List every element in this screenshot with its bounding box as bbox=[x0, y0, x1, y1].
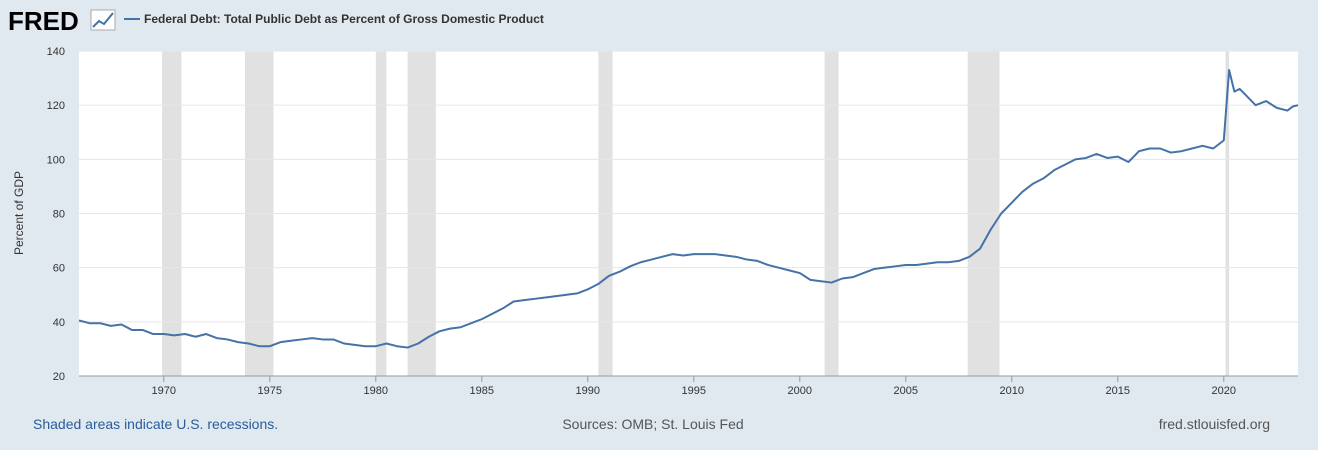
footer-site[interactable]: fred.stlouisfed.org bbox=[1159, 416, 1270, 432]
y-tick-label: 140 bbox=[47, 46, 65, 58]
x-tick-label: 1980 bbox=[364, 385, 388, 397]
y-tick-label: 60 bbox=[53, 263, 65, 275]
x-tick-label: 2010 bbox=[1000, 385, 1024, 397]
x-tick-label: 1990 bbox=[576, 385, 600, 397]
x-tick-label: 1970 bbox=[152, 385, 176, 397]
footer-sources: Sources: OMB; St. Louis Fed bbox=[562, 416, 743, 432]
legend-label: Federal Debt: Total Public Debt as Perce… bbox=[144, 12, 544, 26]
footer-note[interactable]: Shaded areas indicate U.S. recessions. bbox=[33, 416, 278, 432]
x-tick-label: 2005 bbox=[894, 385, 918, 397]
y-axis-label: Percent of GDP bbox=[12, 171, 26, 255]
y-tick-label: 100 bbox=[47, 154, 65, 166]
y-tick-label: 120 bbox=[47, 100, 65, 112]
x-tick-label: 1985 bbox=[470, 385, 494, 397]
x-tick-label: 1975 bbox=[258, 385, 282, 397]
y-tick-label: 40 bbox=[53, 317, 65, 329]
x-tick-label: 2000 bbox=[788, 385, 812, 397]
x-tick-label: 2020 bbox=[1212, 385, 1236, 397]
logo: FRED bbox=[8, 6, 79, 36]
x-tick-label: 2015 bbox=[1106, 385, 1130, 397]
y-tick-label: 20 bbox=[53, 371, 65, 383]
x-tick-label: 1995 bbox=[682, 385, 706, 397]
logo-icon bbox=[90, 9, 116, 31]
y-tick-label: 80 bbox=[53, 209, 65, 221]
data-line bbox=[78, 68, 1299, 349]
